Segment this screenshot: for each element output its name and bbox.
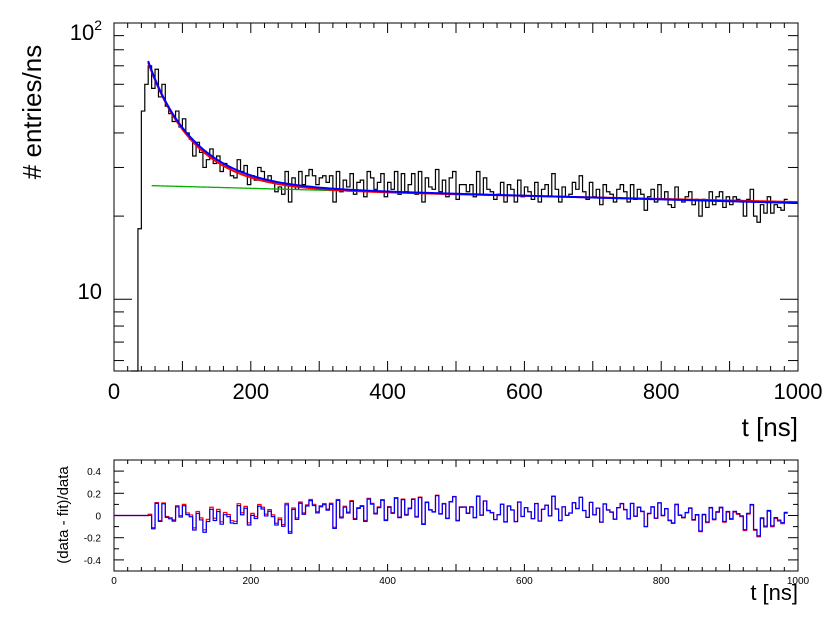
fit-red-curve bbox=[147, 62, 799, 204]
residual-y-tick-label: 0.4 bbox=[87, 467, 101, 478]
fit-blue-curve bbox=[147, 60, 799, 205]
main-x-tick-label: 200 bbox=[232, 379, 269, 404]
residual-y-axis-label: (data - fit)/data bbox=[55, 466, 72, 564]
residual-y-tick-label: 0.2 bbox=[87, 489, 101, 500]
residual-y-tick-label: -0.4 bbox=[84, 556, 102, 567]
main-axis-ticks bbox=[113, 22, 799, 371]
residual-x-tick-label: 600 bbox=[516, 576, 533, 587]
main-x-tick-label: 400 bbox=[369, 379, 406, 404]
main-y-tick-label-10: 10 bbox=[78, 279, 102, 304]
main-x-axis-label: t [ns] bbox=[742, 412, 798, 442]
residual-x-tick-label: 400 bbox=[379, 576, 396, 587]
residual-panel: 0 200 400 600 800 1000 0.4 0.2 0 -0.2 -0.4 (data … bbox=[55, 459, 810, 605]
residual-y-tick-label: -0.2 bbox=[84, 534, 102, 545]
main-y-tick-label-100: 102 bbox=[70, 17, 102, 45]
residual-x-tick-label: 0 bbox=[111, 576, 117, 587]
residual-series-group bbox=[114, 494, 788, 538]
residual-x-axis-label: t [ns] bbox=[750, 580, 798, 605]
main-series-group bbox=[131, 60, 799, 372]
residual-y-tick-label: 0 bbox=[95, 512, 101, 523]
residual-x-tick-label: 200 bbox=[242, 576, 259, 587]
main-x-tick-label: 0 bbox=[108, 379, 120, 404]
main-x-tick-labels: 0 200 400 600 800 1000 bbox=[108, 379, 823, 404]
main-y-axis-label: # entries/ns bbox=[17, 45, 47, 179]
residual-x-tick-label: 800 bbox=[653, 576, 670, 587]
residual-x-tick-label: 1000 bbox=[787, 576, 810, 587]
data-histogram bbox=[131, 65, 788, 372]
residual-y-tick-labels: 0.4 0.2 0 -0.2 -0.4 bbox=[84, 467, 102, 567]
main-x-tick-label: 1000 bbox=[774, 379, 823, 404]
main-x-tick-label: 800 bbox=[643, 379, 680, 404]
residual-x-tick-labels: 0 200 400 600 800 1000 bbox=[111, 576, 809, 587]
main-x-tick-label: 600 bbox=[506, 379, 543, 404]
main-panel: 0 200 400 600 800 1000 10 102 # entries/ns t … bbox=[17, 17, 822, 442]
residual-blue-histogram bbox=[114, 494, 788, 537]
